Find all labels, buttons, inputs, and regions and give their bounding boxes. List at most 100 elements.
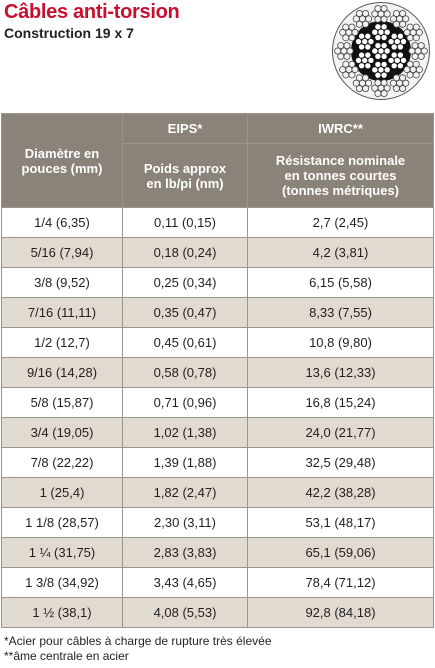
table-cell: 42,2 (38,28) (247, 477, 434, 508)
rope-wire (387, 38, 395, 46)
rope-wire (412, 60, 420, 68)
table-cell: 3/4 (19,05) (1, 417, 123, 448)
rope-wire (402, 79, 410, 87)
rope-wire (362, 20, 370, 28)
rope-wire (392, 74, 400, 82)
rope-wire (358, 62, 366, 70)
rope-wire (364, 32, 372, 40)
group-header: EIPS* (122, 113, 248, 144)
table-cell: 6,15 (5,58) (247, 267, 434, 298)
rope-wire (380, 89, 388, 97)
rope-wire (346, 47, 354, 55)
rope-wire (374, 34, 382, 42)
rope-wire (342, 71, 350, 79)
table-cell: 2,7 (2,45) (247, 207, 434, 238)
rope-wire (365, 79, 373, 87)
table-row: 1 3/8 (34,92) 3,43 (4,65) 78,4 (71,12) (1, 567, 434, 598)
rope-wire (358, 51, 366, 59)
rope-wire (337, 42, 345, 50)
table-row: 1 ¼ (31,75) 2,83 (3,83) 65,1 (59,06) (1, 537, 434, 568)
rope-wire (399, 9, 407, 17)
rope-wire (348, 60, 356, 68)
rope-wire (374, 5, 382, 13)
rope-wire (342, 34, 350, 42)
rope-wire (396, 32, 404, 40)
table-cell: 1,02 (1,38) (122, 417, 248, 448)
subtitle: Construction 19 x 7 (4, 25, 134, 41)
table-cell: 7/8 (22,22) (1, 447, 123, 478)
rope-wire (415, 66, 423, 74)
footnote: *Acier pour câbles à charge de rupture t… (4, 634, 272, 648)
rope-wire (390, 43, 398, 51)
rope-wire (364, 43, 372, 51)
rope-wire (355, 56, 363, 64)
rope-wire (342, 23, 350, 31)
table-row: 1 ½ (38,1) 4,08 (5,53) 92,8 (84,18) (1, 597, 434, 628)
rope-wire (371, 28, 379, 36)
table-cell: 92,8 (84,18) (247, 597, 434, 628)
rope-wire (399, 56, 407, 64)
rope-wire (383, 84, 391, 92)
rope-wire (399, 74, 407, 82)
table-cell: 1 3/8 (34,92) (1, 567, 123, 598)
rope-wire (355, 85, 363, 93)
table-cell: 53,1 (48,17) (247, 507, 434, 538)
table-cell: 2,83 (3,83) (122, 537, 248, 568)
rope-wire (362, 85, 370, 93)
table-row: 1 1/8 (28,57) 2,30 (3,11) 53,1 (48,17) (1, 507, 434, 538)
table-cell: 3,43 (4,65) (122, 567, 248, 598)
rope-wire (352, 15, 360, 23)
table-row: 1/4 (6,35) 0,11 (0,15) 2,7 (2,45) (1, 207, 434, 238)
rope-wire (390, 62, 398, 70)
rope-wire (412, 71, 420, 79)
rope-wire (403, 66, 411, 74)
rope-wire (411, 52, 419, 60)
rope-wire (399, 20, 407, 28)
rope-wire (396, 62, 404, 70)
rope-wire (374, 79, 382, 87)
rope-wire (390, 32, 398, 40)
rope-wire (355, 38, 363, 46)
table-row: 5/16 (7,94) 0,18 (0,24) 4,2 (3,81) (1, 237, 434, 268)
rope-wire (362, 9, 370, 17)
rope-wire (334, 47, 342, 55)
rope-wire (351, 66, 359, 74)
rope-wire (374, 60, 382, 68)
rope-wire (358, 32, 366, 40)
table-cell: 8,33 (7,55) (247, 297, 434, 328)
rope-wire (337, 52, 345, 60)
table-cell: 0,18 (0,24) (122, 237, 248, 268)
rope-wire (367, 56, 375, 64)
table-cell: 78,4 (71,12) (247, 567, 434, 598)
table-cell: 1 1/8 (28,57) (1, 507, 123, 538)
rope-wire (371, 10, 379, 18)
table-row: 5/8 (15,87) 0,71 (0,96) 16,8 (15,24) (1, 387, 434, 418)
rope-wire (374, 15, 382, 23)
table-cell: 1 ½ (38,1) (1, 597, 123, 628)
rope-wire (339, 28, 347, 36)
rope-wire (365, 15, 373, 23)
rope-wire (380, 60, 388, 68)
rope-wire (380, 71, 388, 79)
rope-wire (374, 89, 382, 97)
rope-wire (406, 34, 414, 42)
spec-table: Diamètre en pouces (mm) EIPS* IWRC** Poi… (1, 113, 434, 628)
rope-wire (415, 28, 423, 36)
rope-wire (367, 38, 375, 46)
rope-wire (392, 20, 400, 28)
rope-wire (380, 34, 388, 42)
rope-wire (392, 9, 400, 17)
rope-wire (417, 52, 425, 60)
rope-wire (387, 56, 395, 64)
table-cell: 4,08 (5,53) (122, 597, 248, 628)
table-cell: 4,2 (3,81) (247, 237, 434, 268)
rope-wire (380, 23, 388, 31)
table-cell: 0,71 (0,96) (122, 387, 248, 418)
table-cell: 9/16 (14,28) (1, 357, 123, 388)
rope-wire (392, 85, 400, 93)
column-header: Poids approx en lb/pi (nm) (122, 143, 248, 208)
rope-wire (390, 51, 398, 59)
rope-wire (348, 71, 356, 79)
rope-wire (406, 23, 414, 31)
rope-wire (408, 47, 416, 55)
